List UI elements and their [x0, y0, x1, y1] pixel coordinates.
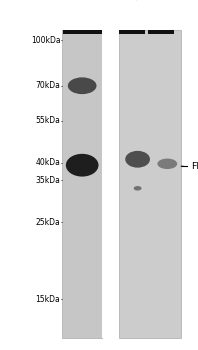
Ellipse shape: [125, 151, 150, 168]
Text: 25kDa: 25kDa: [36, 218, 60, 227]
Text: Mouse liver: Mouse liver: [161, 0, 198, 2]
Text: 15kDa: 15kDa: [36, 295, 60, 304]
Bar: [102, 30, 119, 338]
Bar: [119, 30, 145, 34]
Ellipse shape: [66, 154, 99, 176]
Text: 55kDa: 55kDa: [35, 116, 60, 125]
Bar: [148, 30, 174, 34]
Text: FBP1: FBP1: [191, 162, 198, 171]
Text: 100kDa: 100kDa: [31, 36, 60, 45]
Text: 35kDa: 35kDa: [35, 176, 60, 185]
Text: 70kDa: 70kDa: [35, 81, 60, 90]
Text: 40kDa: 40kDa: [35, 158, 60, 167]
Bar: [62, 30, 102, 338]
Ellipse shape: [134, 186, 142, 190]
Text: Mouse kidney: Mouse kidney: [131, 0, 180, 2]
Ellipse shape: [68, 77, 97, 94]
Bar: [119, 30, 181, 338]
Ellipse shape: [157, 159, 177, 169]
Text: THP-1: THP-1: [76, 0, 100, 2]
Bar: [63, 30, 102, 34]
